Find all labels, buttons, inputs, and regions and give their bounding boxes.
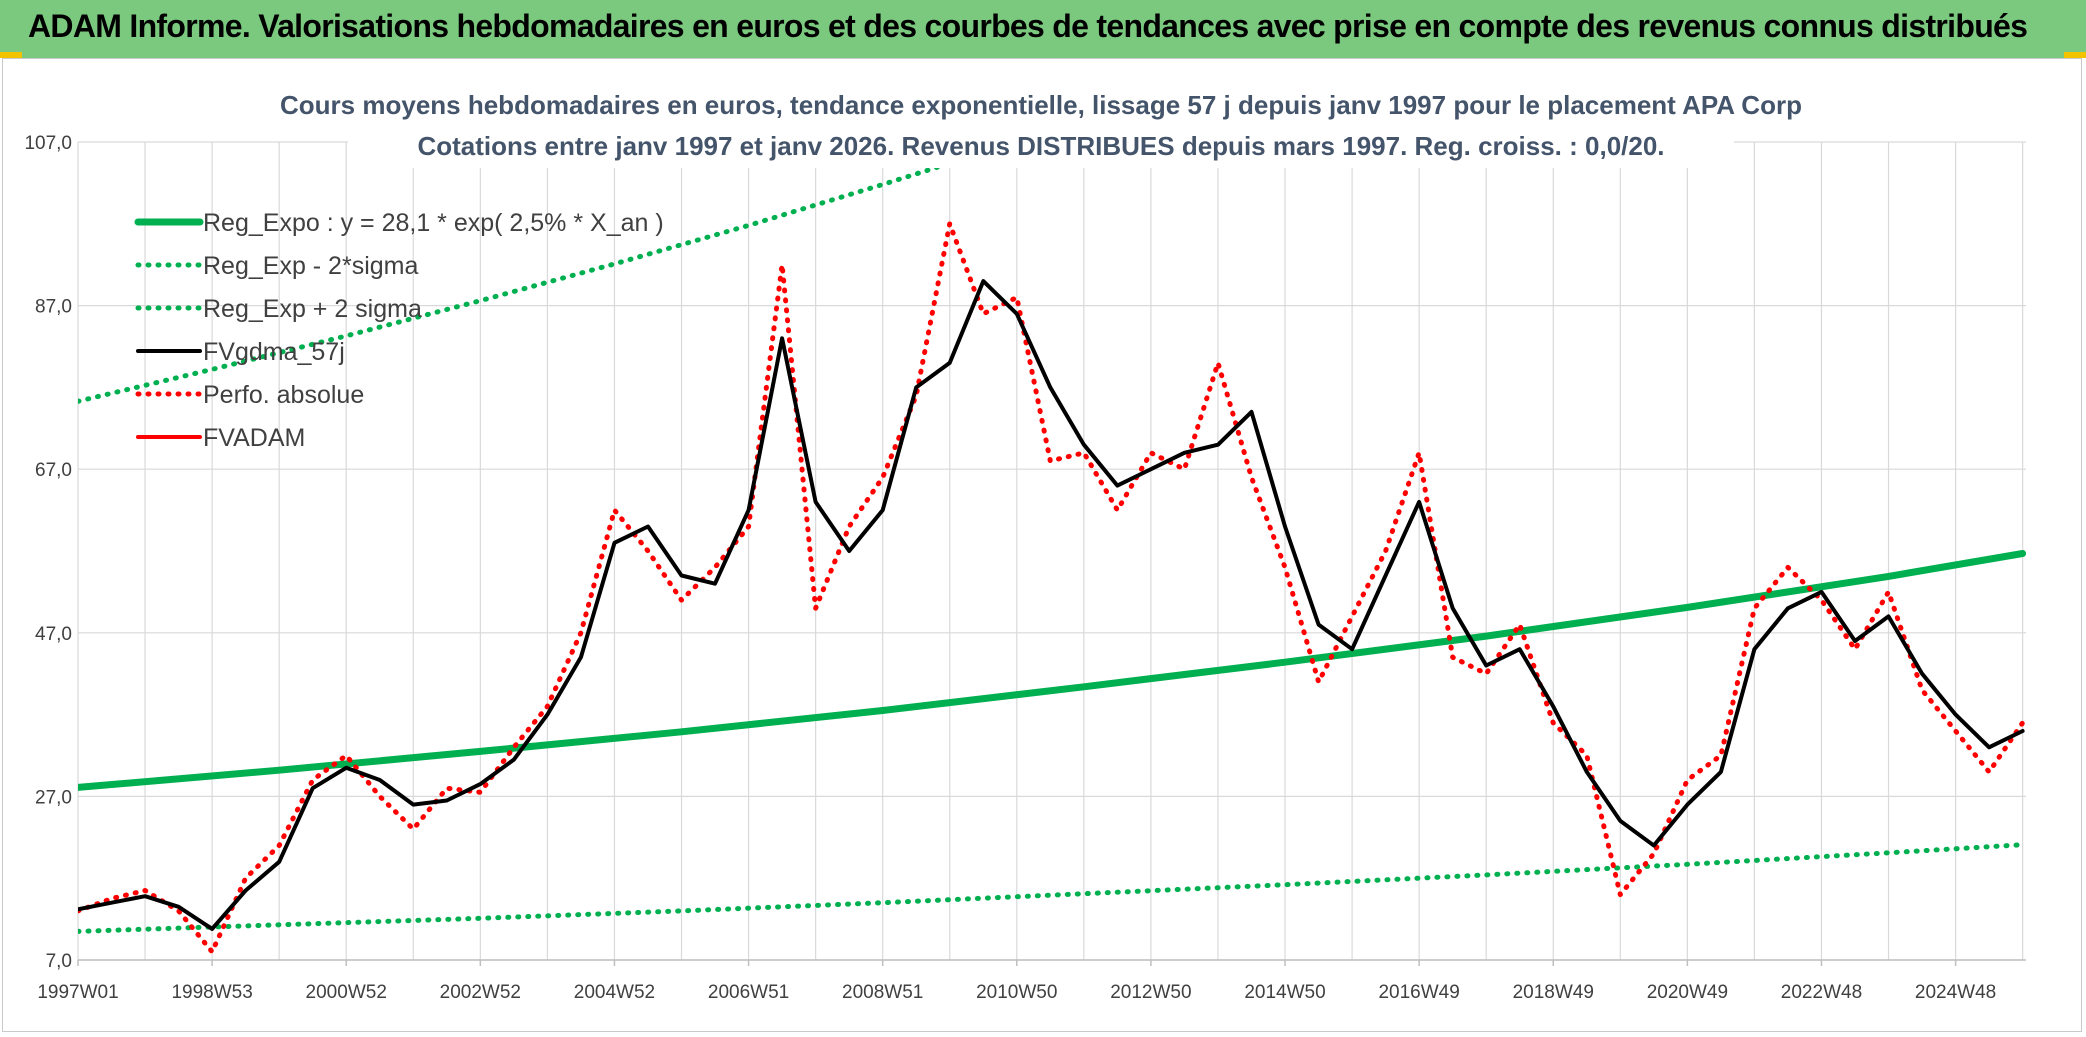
- chart-series: [78, 112, 2026, 955]
- series-line: [78, 842, 2026, 934]
- legend-label: Perfo. absolue: [203, 381, 364, 409]
- x-tick-label: 2022W48: [1781, 982, 1862, 1003]
- chart-axes: 107,0 87,0 67,0 47,0 27,0 7,0 1997W01 1998W53 20…: [24, 133, 2026, 1003]
- y-tick-label: 107,0: [24, 133, 72, 154]
- y-tick-label: 87,0: [35, 297, 72, 318]
- series-line: [78, 221, 2026, 955]
- x-tick-label: 2016W49: [1378, 982, 1459, 1003]
- x-tick-label: 2014W50: [1244, 982, 1325, 1003]
- report-banner: ADAM Informe. Valorisations hebdomadaire…: [0, 0, 2086, 58]
- series-3: [78, 279, 2025, 931]
- series-line: [78, 550, 2026, 791]
- x-tick-label: 1998W53: [171, 982, 252, 1003]
- series-1: [78, 842, 2026, 934]
- y-tick-label: 27,0: [35, 787, 72, 808]
- chart-title: Cours moyens hebdomadaires en euros, ten…: [280, 90, 1802, 120]
- x-tick-label: 2006W51: [708, 982, 789, 1003]
- x-tick-label: 2004W52: [574, 982, 655, 1003]
- series-line: [78, 112, 1115, 404]
- legend-label: Reg_Exp + 2 sigma: [203, 295, 422, 323]
- y-tick-label: 47,0: [35, 624, 72, 645]
- x-tick-label: 2018W49: [1513, 982, 1594, 1003]
- series-4: [78, 221, 2026, 955]
- y-tick-label: 67,0: [35, 460, 72, 481]
- legend-label: Reg_Expo : y = 28,1 * exp( 2,5% * X_an ): [203, 209, 664, 237]
- x-tick-label: 2012W50: [1110, 982, 1191, 1003]
- chart-frame: [2, 58, 2082, 1032]
- chart-legend: Reg_Expo : y = 28,1 * exp( 2,5% * X_an )…: [134, 209, 664, 452]
- x-tick-label: 1997W01: [37, 982, 118, 1003]
- series-2: [78, 112, 1115, 404]
- x-tick-label: 2008W51: [842, 982, 923, 1003]
- legend-label: FVgdma_57j: [203, 338, 345, 366]
- series-0: [78, 550, 2026, 791]
- y-tick-label: 7,0: [46, 951, 72, 972]
- banner-corner-left: [0, 52, 22, 58]
- series-line: [78, 279, 2025, 931]
- chart-title-background: [348, 84, 1734, 168]
- legend-label: Reg_Exp - 2*sigma: [203, 252, 418, 280]
- chart-subtitle: Cotations entre janv 1997 et janv 2026. …: [417, 131, 1664, 161]
- x-tick-label: 2024W48: [1915, 982, 1996, 1003]
- banner-corner-right: [2064, 52, 2086, 58]
- chart-title-block: Cours moyens hebdomadaires en euros, ten…: [280, 84, 1802, 168]
- x-tick-label: 2002W52: [440, 982, 521, 1003]
- x-tick-label: 2000W52: [306, 982, 387, 1003]
- x-tick-label: 2010W50: [976, 982, 1057, 1003]
- report-title: ADAM Informe. Valorisations hebdomadaire…: [28, 8, 2028, 44]
- legend-label: FVADAM: [203, 424, 305, 452]
- x-tick-label: 2020W49: [1647, 982, 1728, 1003]
